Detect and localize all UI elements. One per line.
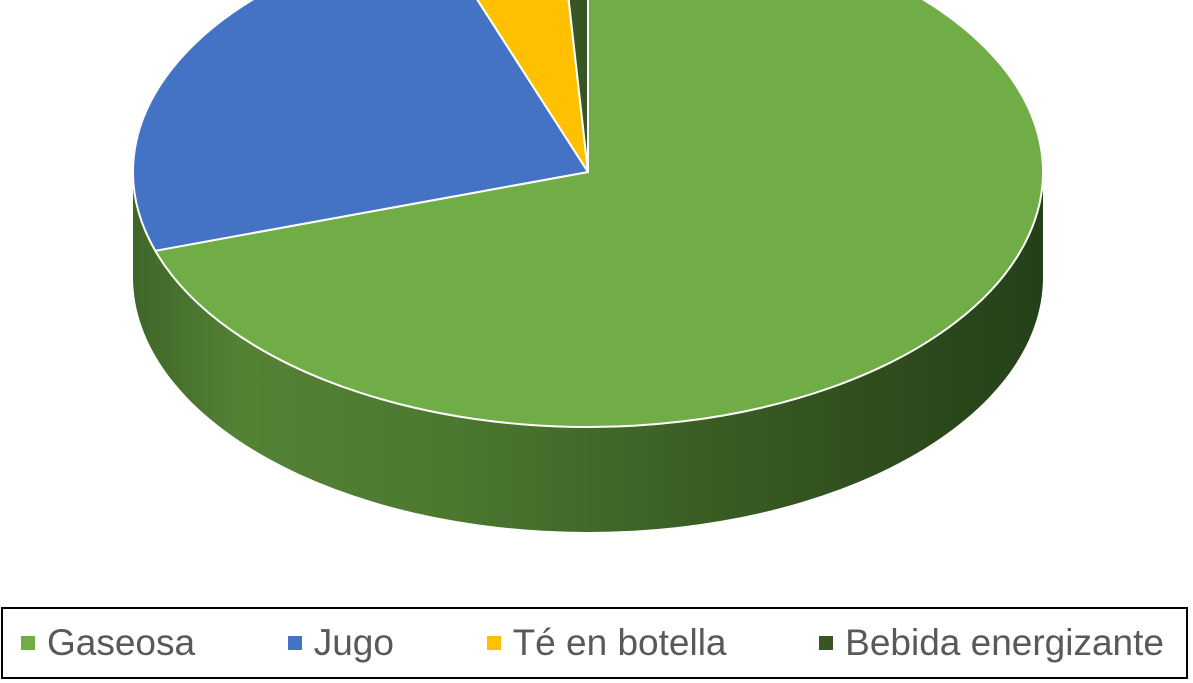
legend-swatch-jugo: [287, 636, 302, 650]
legend-item-gaseosa[interactable]: Gaseosa: [21, 622, 195, 664]
legend-label-jugo: Jugo: [313, 622, 394, 663]
pie-side-wall: [133, 172, 1043, 532]
pie-slice-bebida-energizante[interactable]: [559, 0, 589, 173]
pie-slice-jugo[interactable]: [132, 0, 589, 252]
legend-label-gaseosa: Gaseosa: [47, 622, 196, 663]
legend-item-te-en-botella[interactable]: Té en botella: [486, 622, 727, 664]
pie-side-layer: [133, 172, 1043, 532]
legend-swatch-bebida-energizante: [819, 636, 834, 650]
legend-swatch-te-en-botella: [486, 636, 501, 650]
legend-swatch-gaseosa: [21, 636, 35, 650]
pie-chart: [132, 0, 1044, 532]
legend-label-bebida-energizante: Bebida energizante: [845, 622, 1164, 663]
legend-item-jugo[interactable]: Jugo: [287, 622, 394, 664]
pie-slice-gaseosa[interactable]: [154, 0, 1044, 428]
pie-chart-svg: [132, 0, 1044, 532]
pie-top-layer: [132, 0, 1044, 428]
legend: Gaseosa Jugo Té en botella Bebida energi…: [1, 607, 1188, 679]
legend-item-bebida-energizante[interactable]: Bebida energizante: [819, 622, 1164, 664]
pie-slice-te-en-botella[interactable]: [434, 0, 589, 173]
legend-label-te-en-botella: Té en botella: [512, 622, 727, 663]
